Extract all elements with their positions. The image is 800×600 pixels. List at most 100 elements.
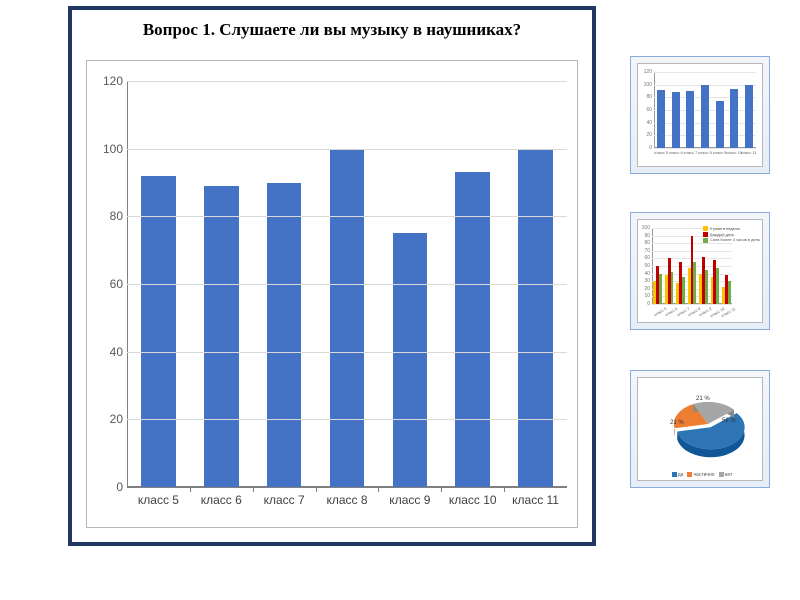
grouped-bar [682,277,685,304]
bar [330,149,365,487]
bar [267,183,302,488]
legend-label: частично [693,472,714,478]
legend-label: Каждый день [710,232,735,237]
gridline [127,216,567,217]
mini-y-label: 90 [638,233,650,239]
grouped-bar [705,270,708,304]
x-tick-label: класс 10 [449,493,497,507]
mini-y-label: 0 [638,301,650,307]
gridline [127,419,567,420]
legend-label: да [678,472,684,478]
mini-x-label: класс 5 [654,150,668,155]
legend-item: Соев более 4 часов в день [703,237,760,243]
bar [393,233,428,487]
mini-y-label: 100 [638,225,650,231]
legend-swatch [687,472,692,477]
y-tick-label: 100 [93,142,123,156]
pie-pct-3: 21 % [696,396,710,402]
bar [141,176,176,487]
x-tick [441,487,442,492]
legend-swatch [703,226,708,231]
mini-bar [701,85,709,148]
mini-y-label: 70 [638,248,650,254]
pie-pct-2: 21 % [670,420,684,426]
bar [204,186,239,487]
mini-gridline [652,304,732,305]
mini-x-label: класс 6 [669,150,683,155]
y-tick-label: 60 [93,277,123,291]
mini-y-label: 40 [638,271,650,277]
mini-y-label: 0 [640,145,652,151]
x-tick-label: класс 9 [389,493,430,507]
x-tick-label: класс 6 [201,493,242,507]
mini-y-label: 100 [640,82,652,88]
mini-y-label: 30 [638,278,650,284]
x-tick [504,487,505,492]
legend-swatch [672,472,677,477]
mini-gridline [654,72,756,73]
y-tick-label: 120 [93,74,123,88]
thumbnail-3-legend: да частично нет [638,472,762,478]
x-tick-label: класс 8 [326,493,367,507]
mini-bar [686,91,694,148]
main-chart-panel: Вопрос 1. Слушаете ли вы музыку в наушни… [68,6,596,546]
mini-x-label: класс 8 [698,150,712,155]
mini-bar [657,90,665,148]
grouped-bar [693,262,696,304]
mini-y-label: 80 [640,94,652,100]
mini-x-label: класс 11 [741,150,757,155]
legend-label: Соев более 4 часов в день [710,237,760,242]
gridline [127,284,567,285]
mini-y-label: 10 [638,293,650,299]
thumbnail-3[interactable]: 58 % 21 % 21 % да частично нет [630,370,770,488]
mini-y-label: 60 [638,255,650,261]
mini-y-label: 20 [638,286,650,292]
grouped-bar [671,272,674,304]
y-tick-label: 0 [93,480,123,494]
thumbnail-1-inner: 020406080100120класс 5класс 6класс 7клас… [637,63,763,167]
legend-swatch [703,238,708,243]
mini-y-label: 50 [638,263,650,269]
legend-swatch [719,472,724,477]
mini-y-label: 60 [640,107,652,113]
x-tick-label: класс 7 [264,493,305,507]
main-chart-container: 020406080100120класс 5класс 6класс 7клас… [86,60,578,528]
mini-x-label: класс 10 [726,150,742,155]
x-tick [253,487,254,492]
grouped-bar [716,268,719,304]
thumbnail-1-plot: 020406080100120класс 5класс 6класс 7клас… [654,72,756,148]
y-tick-label: 20 [93,412,123,426]
gridline [127,81,567,82]
x-tick [190,487,191,492]
thumbnail-3-inner: 58 % 21 % 21 % да частично нет [637,377,763,481]
mini-bar [745,85,753,148]
x-tick [378,487,379,492]
mini-x-label: класс 9 [713,150,727,155]
stage: Вопрос 1. Слушаете ли вы музыку в наушни… [0,0,800,600]
thumbnail-1[interactable]: 020406080100120класс 5класс 6класс 7клас… [630,56,770,174]
mini-x-label: класс 7 [684,150,698,155]
x-tick-label: класс 11 [512,493,559,507]
bar [518,149,553,487]
mini-bar [730,89,738,148]
mini-bar [672,92,680,148]
grouped-bar [659,274,662,304]
gridline [127,487,567,488]
mini-y-label: 40 [640,120,652,126]
thumbnail-2[interactable]: 0102030405060708090100класс 5класс 6клас… [630,212,770,330]
thumbnail-2-legend: 2 раза в неделюКаждый деньСоев более 4 ч… [703,226,760,243]
thumbnail-2-inner: 0102030405060708090100класс 5класс 6клас… [637,219,763,323]
x-tick [316,487,317,492]
pie-pct-1: 58 % [722,418,736,424]
legend-label: 2 раза в неделю [710,226,740,231]
mini-y-label: 120 [640,69,652,75]
mini-bar [716,101,724,149]
main-chart-plot: 020406080100120класс 5класс 6класс 7клас… [127,81,567,487]
mini-gridline [654,148,756,149]
gridline [127,149,567,150]
y-tick-label: 40 [93,345,123,359]
gridline [127,352,567,353]
legend-label: нет [725,472,733,478]
x-tick-label: класс 5 [138,493,179,507]
main-chart-title: Вопрос 1. Слушаете ли вы музыку в наушни… [72,10,592,46]
